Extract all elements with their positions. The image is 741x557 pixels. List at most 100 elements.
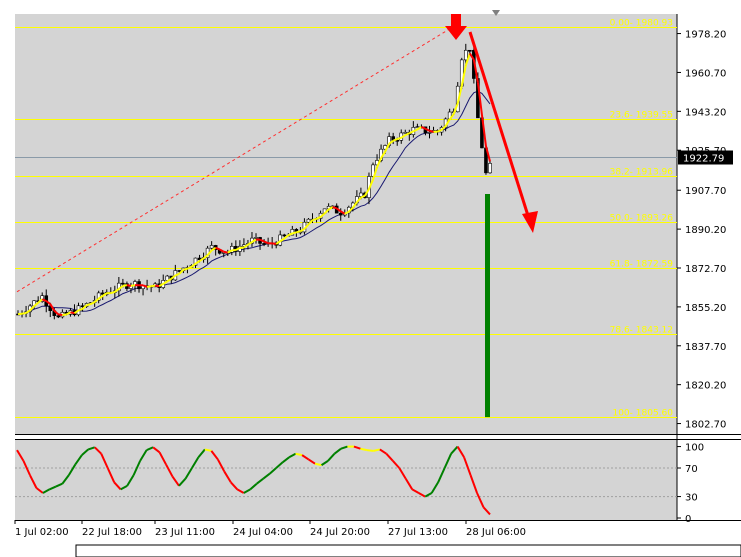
- y-tick-label: 1960.70: [685, 68, 726, 79]
- fast-ma-segment: [404, 132, 410, 137]
- osc-segment: [333, 447, 342, 455]
- osc-segment: [178, 478, 187, 487]
- osc-segment: [146, 446, 154, 452]
- fast-ma-segment: [468, 52, 475, 61]
- osc-segment: [139, 449, 148, 462]
- fast-ma-segment: [412, 128, 418, 133]
- osc-segment: [42, 488, 50, 494]
- fast-ma-segment: [380, 151, 386, 159]
- scroll-marker-icon: [492, 10, 500, 16]
- fast-ma-segment: [392, 138, 398, 142]
- y-tick-label: 1907.70: [685, 186, 726, 197]
- oscillator-panel-bg: [15, 440, 677, 520]
- osc-segment: [120, 484, 128, 491]
- fast-ma-segment: [400, 134, 406, 139]
- candle-body: [197, 257, 202, 260]
- osc-segment: [126, 474, 135, 487]
- x-tick-label: 27 Jul 13:00: [388, 527, 448, 538]
- slow-ma-line: [17, 90, 491, 315]
- fast-ma-segment: [102, 292, 108, 297]
- x-tick-label: 24 Jul 04:00: [233, 527, 293, 538]
- candle-body: [282, 234, 287, 237]
- osc-segment: [249, 482, 258, 491]
- y-tick-label: 1855.20: [685, 303, 726, 314]
- fast-ma-segment: [344, 210, 350, 215]
- fast-ma-segment: [456, 85, 463, 104]
- fast-ma-segment: [440, 125, 447, 131]
- fast-ma-segment: [114, 288, 120, 293]
- fast-ma-segment: [215, 246, 221, 251]
- fast-ma-segment: [235, 247, 241, 251]
- fibonacci-levels: 0.00- 1980.93 23.6- 1939.55 38.2- 1913.96 5…: [15, 19, 677, 419]
- fast-ma-segment: [239, 246, 245, 249]
- osc-segment: [67, 463, 77, 476]
- fast-ma-segment: [223, 250, 228, 254]
- fast-ma-segment: [166, 277, 172, 283]
- osc-segment: [197, 448, 206, 458]
- x-tick-label: 1 Jul 02:00: [15, 527, 69, 538]
- osc-segment: [340, 445, 348, 450]
- fast-ma-segment: [219, 248, 225, 253]
- osc-segment: [320, 460, 329, 466]
- status-bar: [75, 544, 741, 557]
- fast-ma-segment: [33, 301, 39, 307]
- fast-ma-segment: [190, 262, 197, 268]
- fast-ma-segment: [384, 143, 391, 153]
- fast-ma-segment: [368, 179, 374, 190]
- y-tick-label: 1943.20: [685, 107, 726, 118]
- candle-body: [262, 243, 266, 245]
- fast-ma-segment: [319, 212, 326, 218]
- candle-body: [463, 49, 468, 61]
- fast-ma-segment: [323, 208, 330, 215]
- fast-ma-segment: [251, 238, 257, 243]
- fast-ma-segment: [372, 166, 378, 180]
- fast-ma-segment: [25, 309, 31, 314]
- osc-segment: [450, 445, 459, 455]
- fast-ma-segment: [98, 295, 104, 300]
- fast-ma-segment: [194, 260, 201, 265]
- fast-ma-segment: [178, 269, 185, 275]
- osc-segment: [308, 458, 316, 465]
- fast-ma-segment: [206, 249, 213, 256]
- x-tick-label: 23 Jul 11:00: [155, 527, 215, 538]
- osc-segment: [106, 467, 116, 483]
- osc-segment: [469, 474, 478, 494]
- fast-ma-segment: [425, 127, 430, 132]
- fast-ma-segment: [275, 240, 281, 245]
- fast-ma-segment: [41, 298, 47, 302]
- fast-ma-segment: [328, 206, 334, 211]
- osc-segment: [55, 482, 63, 488]
- down-arrow-icon: [445, 14, 467, 40]
- osc-segment: [379, 448, 387, 455]
- fast-ma-segment: [174, 272, 180, 277]
- fast-ma-segment: [376, 157, 382, 168]
- candle-body: [80, 305, 85, 308]
- fast-ma-segment: [70, 311, 75, 315]
- candle-body: [306, 218, 311, 223]
- candle-body: [254, 237, 258, 239]
- trend-arrow-head-icon: [522, 211, 538, 233]
- osc-segment: [262, 472, 271, 480]
- osc-segment: [398, 467, 407, 480]
- osc-segment: [463, 456, 472, 476]
- osc-tick-label: 70: [685, 464, 698, 475]
- current-price-tag: 1922.79: [678, 150, 733, 165]
- osc-segment: [256, 477, 264, 485]
- fib-label: 50.0- 1893.26: [610, 214, 674, 224]
- fast-ma-segment: [356, 196, 362, 203]
- osc-segment: [360, 447, 368, 452]
- fast-ma-segment: [364, 188, 370, 197]
- candle-body: [395, 139, 400, 142]
- osc-segment: [443, 453, 453, 469]
- osc-segment: [204, 448, 212, 452]
- current-price-box: [678, 150, 733, 165]
- osc-segment: [314, 462, 322, 467]
- fast-ma-segment: [312, 217, 317, 222]
- fast-ma-segment: [408, 130, 414, 135]
- osc-segment: [132, 460, 142, 476]
- osc-segment: [87, 446, 96, 451]
- fast-ma-segment: [78, 308, 83, 312]
- fast-ma-segment: [118, 285, 124, 290]
- osc-segment: [269, 467, 277, 475]
